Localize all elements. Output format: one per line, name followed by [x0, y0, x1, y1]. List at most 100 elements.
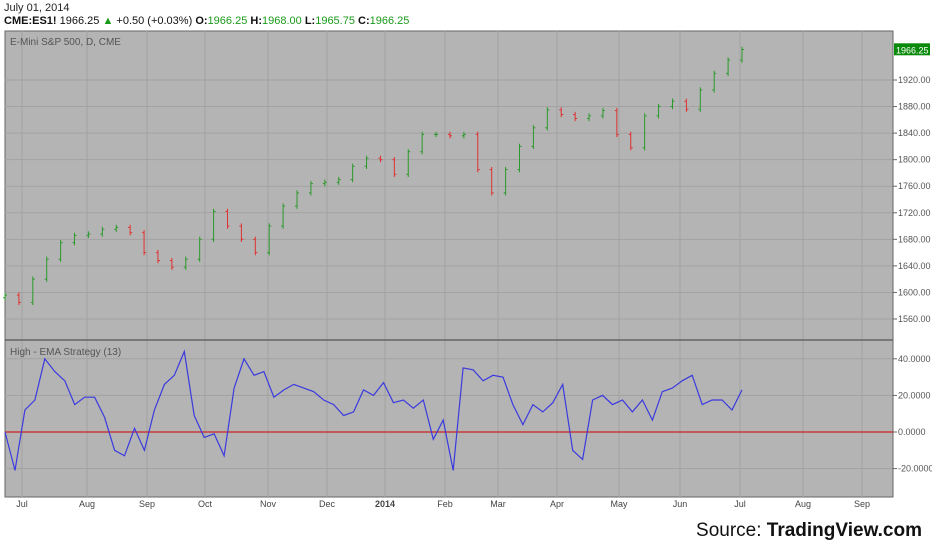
- chart-canvas[interactable]: Jul Aug Sep Oct Nov Dec 2014 Feb Mar Apr May Jun Jul…: [0, 0, 932, 515]
- x-tick-label: Jul: [16, 499, 28, 509]
- ohlc-bar: [712, 70, 717, 93]
- source-credit: Source: TradingView.com: [696, 520, 922, 542]
- price-tick-label: 1800.00: [898, 155, 931, 165]
- price-tick-label: 1840.00: [898, 128, 931, 138]
- price-tick-label: 1760.00: [898, 181, 931, 191]
- ohlc-bar: [128, 224, 133, 236]
- osc-tick-label: 40.0000: [898, 354, 931, 364]
- ohlc-bar: [3, 292, 7, 301]
- price-tick-label: 1680.00: [898, 234, 931, 244]
- price-tick-label: 1560.00: [898, 314, 931, 324]
- source-brand: TradingView.com: [766, 520, 922, 541]
- last-price: 1966.25: [59, 15, 100, 27]
- ohlc-bar: [197, 236, 202, 262]
- price-tick-label: 1640.00: [898, 261, 931, 271]
- ohlc-bar: [600, 107, 605, 119]
- ohlc-bar: [253, 236, 258, 256]
- low-value: 1965.75: [315, 15, 355, 27]
- ohlc-bar: [322, 179, 327, 187]
- ohlc-bar: [114, 224, 119, 233]
- osc-tick-label: 20.0000: [898, 390, 931, 400]
- ohlc-bar: [44, 256, 49, 282]
- last-price-badge: [894, 43, 930, 56]
- ohlc-bar: [420, 131, 425, 155]
- ohlc-bar: [461, 131, 466, 139]
- ohlc-bar: [614, 107, 619, 138]
- x-tick-label: Sep: [139, 499, 155, 509]
- ohlc-bar: [364, 155, 369, 169]
- low-label: L:: [304, 15, 316, 27]
- price-tick-label: 1720.00: [898, 208, 931, 218]
- ohlc-bar: [392, 157, 397, 177]
- x-tick-label: Nov: [260, 499, 277, 509]
- ohlc-bar: [656, 103, 661, 119]
- ohlc-bar: [475, 131, 480, 173]
- ohlc-bar: [336, 176, 341, 185]
- ohlc-bar: [169, 257, 174, 270]
- ohlc-bar: [100, 226, 105, 237]
- source-prefix: Source:: [696, 520, 762, 541]
- open-value: 1966.25: [207, 15, 248, 27]
- ohlc-bar: [684, 98, 689, 112]
- ohlc-bar: [72, 232, 77, 246]
- ohlc-bar: [142, 230, 147, 256]
- price-tick-label: 1920.00: [898, 75, 931, 85]
- ohlc-bar: [86, 231, 91, 239]
- ohlc-bar: [503, 166, 508, 196]
- x-tick-label: Apr: [550, 499, 564, 509]
- ohlc-bar: [406, 149, 411, 177]
- x-tick-label: Oct: [198, 499, 213, 509]
- ohlc-bar: [740, 46, 744, 63]
- ohlc-bar: [378, 155, 383, 163]
- open-label: O:: [195, 15, 208, 27]
- close-value: 1966.25: [369, 15, 410, 27]
- ohlc-bar: [489, 166, 494, 196]
- x-tick-label: Aug: [79, 499, 95, 509]
- ohlc-bar: [726, 57, 731, 77]
- ohlc-bar: [58, 239, 63, 262]
- ohlc-bar: [281, 203, 286, 229]
- ohlc-bar: [670, 98, 675, 110]
- ohlc-bar: [698, 87, 703, 112]
- ohlc-bar: [587, 113, 592, 122]
- high-label: H:: [250, 15, 262, 27]
- high-value: 1968.00: [261, 15, 302, 27]
- ohlc-bar: [545, 107, 550, 131]
- plot-background: [4, 30, 894, 498]
- x-tick-label: May: [610, 499, 628, 509]
- ohlc-bar: [573, 111, 578, 122]
- x-tick-label: 2014: [375, 499, 395, 509]
- chart-date: July 01, 2014: [4, 2, 70, 14]
- oscillator-line: [4, 349, 743, 471]
- oscillator-pane-title: High - EMA Strategy (13): [10, 347, 121, 358]
- osc-tick-label: 0.0000: [898, 427, 926, 437]
- x-tick-label: Aug: [795, 499, 811, 509]
- ohlc-bar: [517, 143, 522, 173]
- price-tick-label: 1880.00: [898, 102, 931, 112]
- ohlc-bar: [30, 276, 35, 306]
- ohlc-bar: [211, 208, 216, 242]
- close-label: C:: [358, 15, 370, 27]
- ohlc-bar: [531, 125, 536, 150]
- ohlc-bar: [308, 180, 313, 196]
- ohlc-bar: [642, 113, 647, 151]
- x-tick-label: Feb: [437, 499, 453, 509]
- price-pane-title: E-Mini S&P 500, D, CME: [10, 37, 121, 48]
- ohlc-bar: [434, 131, 439, 138]
- ohlc-bar: [295, 190, 300, 209]
- symbol: CME:ES1!: [4, 15, 57, 27]
- ohlc-bar: [267, 223, 272, 256]
- ohlc-bar: [559, 107, 564, 118]
- x-tick-label: Mar: [490, 499, 506, 509]
- ohlc-bar: [239, 223, 244, 242]
- ohlc-bar: [183, 256, 188, 270]
- quote-line: CME:ES1! 1966.25 ▲ +0.50 (+0.03%) O:1966…: [4, 15, 409, 27]
- last-price-label: 1966.25: [896, 45, 929, 55]
- ohlc-bar: [628, 131, 633, 151]
- x-tick-label: Jun: [673, 499, 688, 509]
- x-tick-label: Jul: [734, 499, 746, 509]
- x-tick-label: Dec: [319, 499, 336, 509]
- ohlc-bar: [447, 131, 452, 139]
- ohlc-bar: [16, 292, 21, 306]
- price-change: +0.50 (+0.03%): [116, 15, 193, 27]
